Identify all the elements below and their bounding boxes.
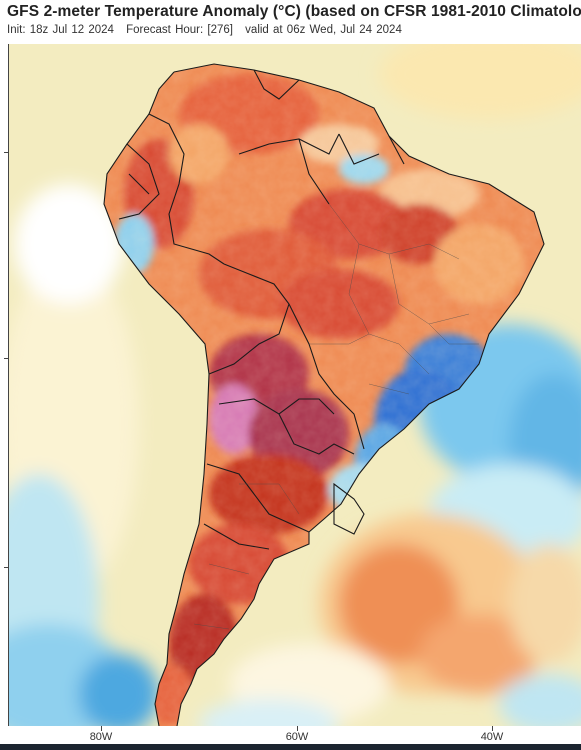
country-borders [103,63,545,726]
lon-label-60w: 60W [285,731,309,743]
longitude-axis: 80W 60W 40W [0,726,581,744]
valid-time: valid at 06z Wed, Jul 24 2024 [245,24,402,36]
lon-tick [492,726,493,731]
anomaly-map-canvas [9,44,581,726]
lon-tick [297,726,298,731]
map-header: GFS 2-meter Temperature Anomaly (°C) (ba… [0,0,581,44]
map-title: GFS 2-meter Temperature Anomaly (°C) (ba… [7,3,581,20]
map-subtitle: Init: 18z Jul 12 2024 Forecast Hour: [27… [7,24,410,36]
init-time: Init: 18z Jul 12 2024 [7,24,114,36]
lon-label-40w: 40W [480,731,504,743]
lon-tick [101,726,102,731]
lat-tick [4,152,8,153]
anomaly-map [8,44,581,726]
lat-tick [4,567,8,568]
forecast-hour: Forecast Hour: [276] [126,24,233,36]
lat-tick [4,358,8,359]
lon-label-80w: 80W [89,731,113,743]
state-borders [193,203,479,630]
bottom-bar [0,744,581,750]
